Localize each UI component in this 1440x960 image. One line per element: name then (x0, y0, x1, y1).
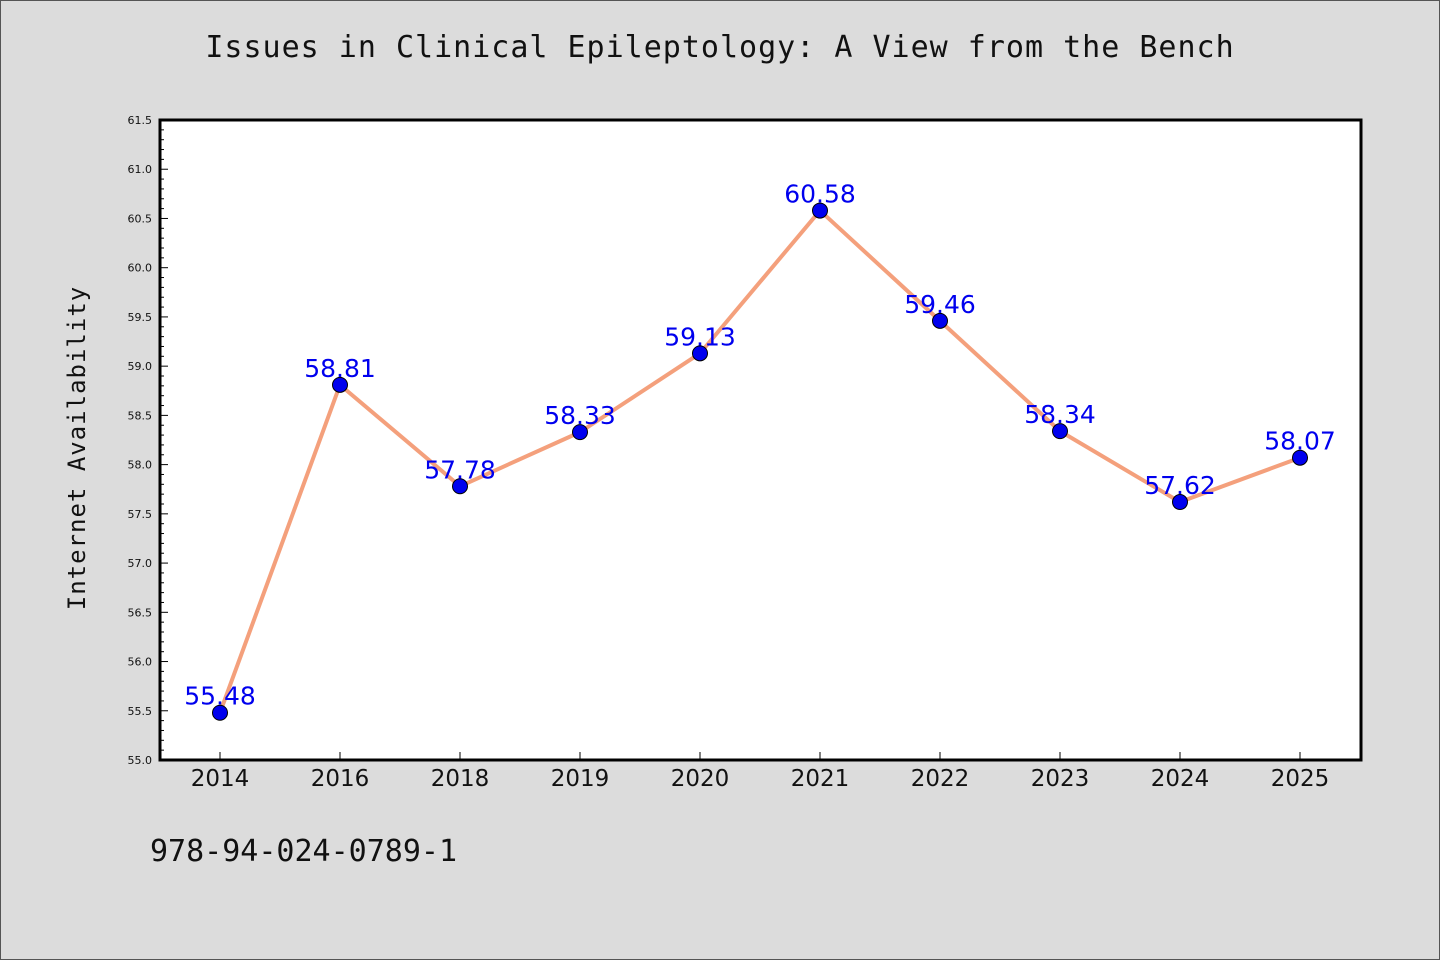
data-point (332, 376, 348, 393)
data-label: 58.33 (544, 401, 616, 430)
y-tick-label: 58.5 (128, 409, 153, 422)
series-line (218, 208, 1301, 714)
data-label: 57.78 (424, 455, 496, 484)
data-label: 60.58 (784, 180, 856, 209)
data-point (1172, 494, 1188, 511)
data-point (692, 345, 708, 362)
x-tick-label: 2018 (431, 766, 490, 792)
x-tick-label: 2025 (1271, 766, 1330, 792)
x-tick-label: 2019 (551, 766, 610, 792)
y-tick-label: 58.0 (128, 459, 153, 472)
data-labels: 55.48 58.81 57.78 58.33 59.13 60.58 59.46 58.34… (184, 180, 1336, 711)
y-tick-label: 60.5 (128, 212, 153, 225)
data-point (1292, 449, 1308, 466)
y-tick-label: 55.0 (128, 754, 153, 767)
data-label: 58.81 (304, 354, 376, 383)
x-tick-label: 2020 (671, 766, 730, 792)
x-tick-label: 2021 (791, 766, 850, 792)
y-tick-label: 61.5 (128, 114, 153, 127)
y-tick-label: 56.5 (128, 606, 153, 619)
y-tick-label: 57.5 (128, 508, 153, 521)
data-label: 57.62 (1144, 471, 1216, 500)
y-tick-label: 55.5 (128, 705, 153, 718)
data-point (812, 202, 828, 219)
x-tick-label: 2023 (1031, 766, 1090, 792)
y-tick-label: 56.0 (128, 656, 153, 669)
x-tick-label: 2016 (311, 766, 370, 792)
data-point (452, 478, 468, 495)
x-axis: 2014 2016 2018 2019 2020 2021 2022 2023 2024 2025 (191, 752, 1330, 792)
x-tick-label: 2022 (911, 766, 970, 792)
data-point (212, 704, 228, 721)
series-line-group (218, 208, 1301, 714)
y-tick-label: 61.0 (128, 163, 153, 176)
y-axis: 55.0 55.5 56.0 56.5 57.0 57.5 58.0 58.5 59.0 59.5… (128, 114, 168, 767)
data-label: 58.07 (1264, 427, 1336, 456)
data-label: 55.48 (184, 682, 256, 711)
y-tick-label: 59.0 (128, 360, 153, 373)
data-point (572, 424, 588, 441)
data-label: 58.34 (1024, 400, 1096, 429)
y-axis-title: Internet Availability (63, 286, 91, 610)
data-label: 59.13 (664, 322, 736, 351)
y-tick-label: 57.0 (128, 557, 153, 570)
data-markers (212, 202, 1308, 721)
isbn-number: 978-94-024-0789-1 (150, 834, 458, 869)
data-point (1052, 423, 1068, 440)
plot-area (158, 118, 1363, 762)
chart-title: Issues in Clinical Epileptology: A View … (205, 30, 1235, 65)
x-tick-label: 2014 (191, 766, 250, 792)
x-tick-label: 2024 (1151, 766, 1210, 792)
y-tick-label: 60.0 (128, 262, 153, 275)
data-point (932, 312, 948, 329)
y-tick-label: 59.5 (128, 311, 153, 324)
data-label: 59.46 (904, 290, 976, 319)
